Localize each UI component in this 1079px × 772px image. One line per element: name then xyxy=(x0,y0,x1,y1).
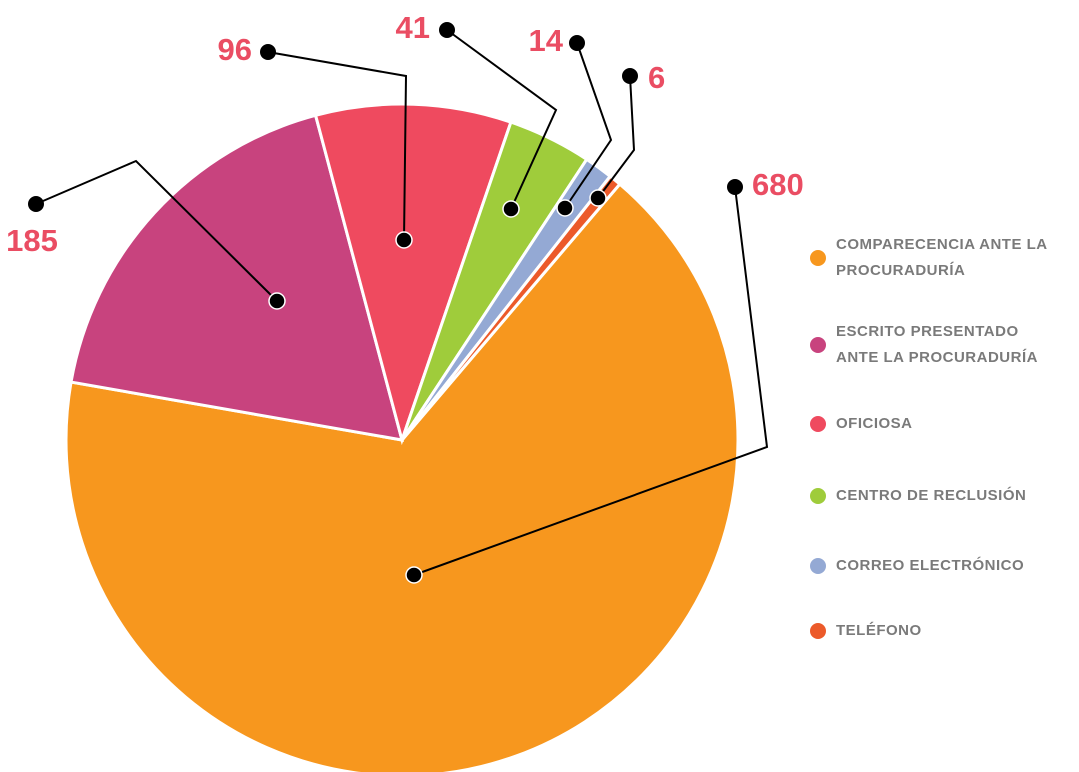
pie-slice xyxy=(69,113,405,442)
legend-item: TELÉFONO xyxy=(810,618,1051,644)
leader-dot xyxy=(569,35,585,51)
leader-dot xyxy=(439,22,455,38)
leader-dot xyxy=(556,199,574,217)
leader-line xyxy=(597,75,636,199)
leader-dot xyxy=(589,189,607,207)
legend-item: CORREO ELECTRÓNICO xyxy=(810,553,1051,579)
legend-swatch xyxy=(810,416,826,432)
legend-swatch xyxy=(810,250,826,266)
legend-label: OFICIOSA xyxy=(836,415,913,432)
leader-dot xyxy=(405,566,423,584)
legend-swatch xyxy=(810,558,826,574)
legend-item: CENTRO DE RECLUSIÓN xyxy=(810,483,1051,509)
legend-label: ESCRITO PRESENTADO ANTE LA PROCURADURÍA xyxy=(836,323,1038,366)
pie-slice xyxy=(64,182,740,772)
legend-item: OFICIOSA xyxy=(810,411,1051,437)
leader-line xyxy=(35,159,278,302)
leader-line xyxy=(446,29,558,210)
value-label: 680 xyxy=(752,167,804,202)
leader-dot xyxy=(260,44,276,60)
legend-label: CENTRO DE RECLUSIÓN xyxy=(836,487,1027,504)
value-label: 6 xyxy=(648,60,665,95)
value-label: 41 xyxy=(396,10,430,45)
leader-line xyxy=(413,186,769,576)
leader-dot xyxy=(727,179,743,195)
value-label: 185 xyxy=(6,223,58,258)
legend-label: CORREO ELECTRÓNICO xyxy=(836,557,1025,574)
legend-label: COMPARECENCIA ANTE LA PROCURADURÍA xyxy=(836,236,1048,279)
legend-swatch xyxy=(810,337,826,353)
leader-line xyxy=(564,42,613,209)
legend-item: COMPARECENCIA ANTE LA PROCURADURÍA xyxy=(810,232,1051,284)
leader-dot xyxy=(268,292,286,310)
value-label: 14 xyxy=(529,23,564,58)
leader-line xyxy=(267,51,408,241)
legend-swatch xyxy=(810,623,826,639)
pie-slice xyxy=(313,102,513,446)
legend-swatch xyxy=(810,488,826,504)
value-label: 96 xyxy=(218,32,252,67)
leader-dot xyxy=(28,196,44,212)
leader-dot xyxy=(395,231,413,249)
pie-slice xyxy=(400,174,622,441)
legend-item: ESCRITO PRESENTADO ANTE LA PROCURADURÍA xyxy=(810,319,1051,371)
leader-dot xyxy=(622,68,638,84)
legend-label: TELÉFONO xyxy=(836,622,922,639)
leader-dot xyxy=(502,200,520,218)
